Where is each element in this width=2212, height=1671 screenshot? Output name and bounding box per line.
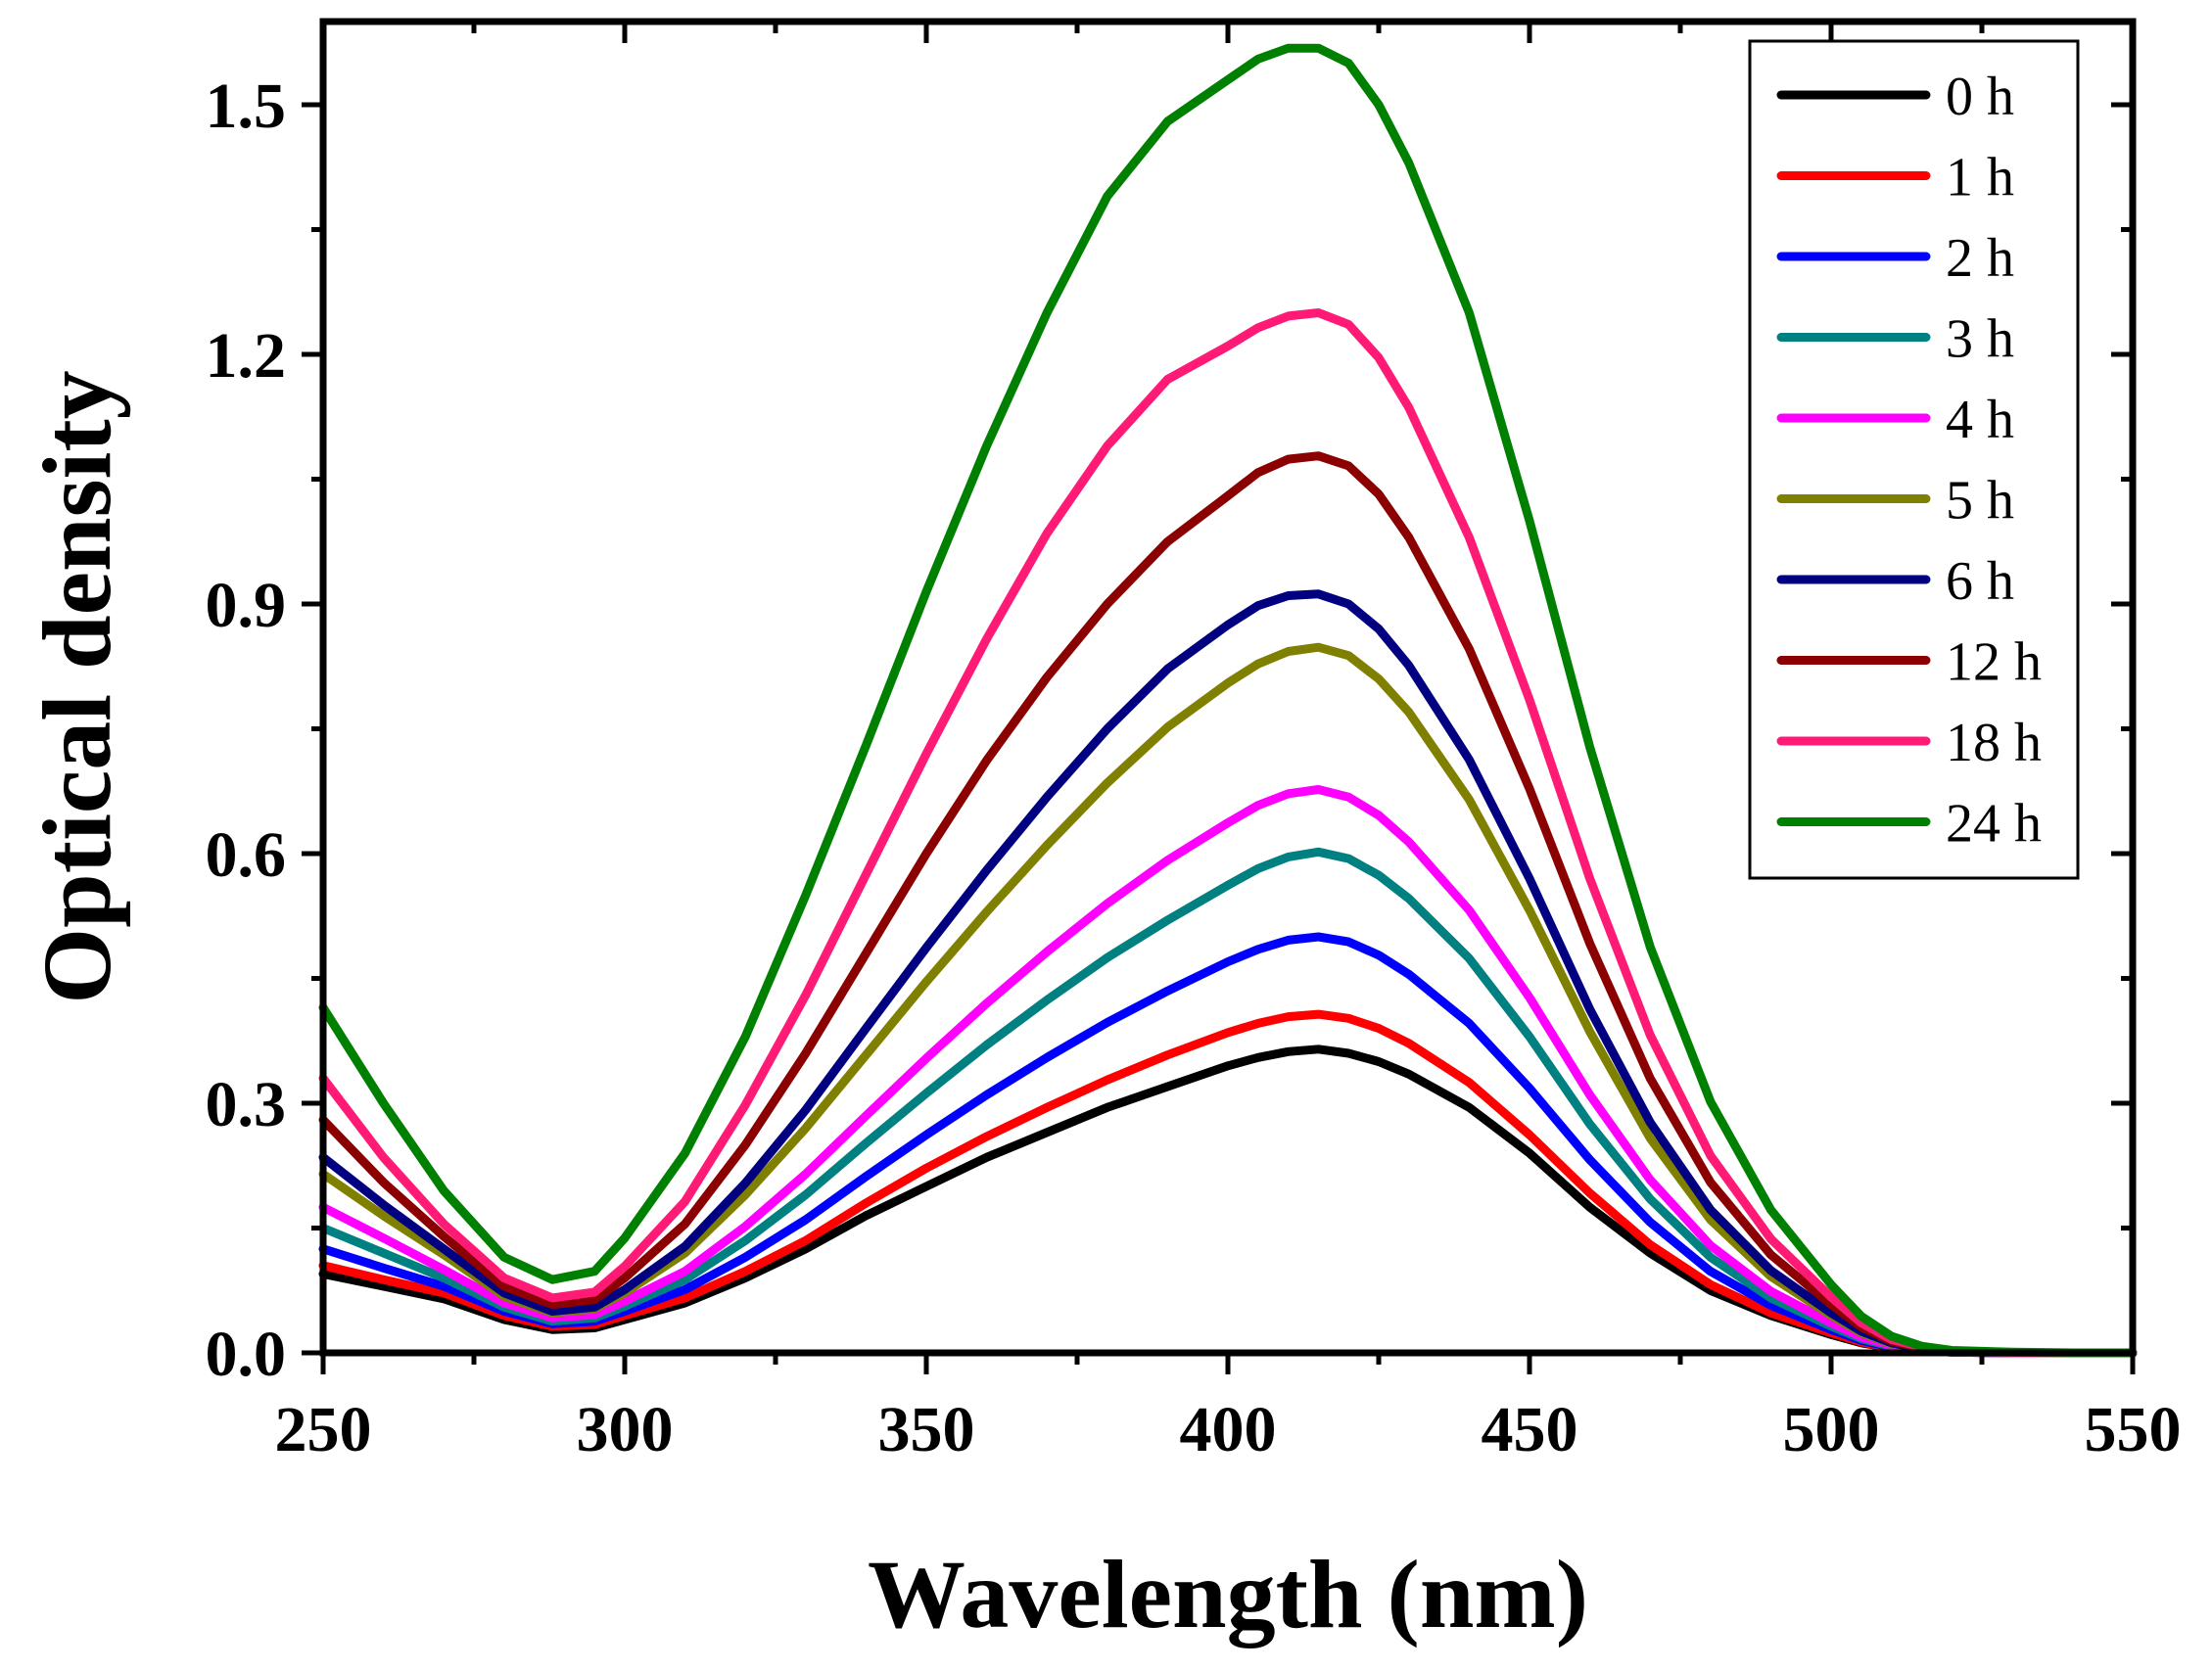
y-tick-label: 0.6 [206,819,287,891]
legend-label: 2 h [1946,228,2014,289]
series-layer [318,43,2138,1358]
legend: 0 h 1 h 2 h 3 h 4 h 5 h 6 h 12 h 18 h 24 h [1748,39,2080,880]
x-tick-label: 250 [275,1394,372,1465]
legend-label: 6 h [1946,551,2014,612]
legend-label: 4 h [1946,390,2014,450]
legend-label: 3 h [1946,309,2014,370]
y-tick-label: 1.5 [206,70,287,142]
legend-label: 18 h [1946,713,2042,773]
x-tick-label: 350 [878,1394,975,1465]
y-axis-ticks: 0.0 0.3 0.6 0.9 1.2 1.5 [206,70,2133,1390]
x-axis-ticks: 250 300 350 400 450 500 550 [275,22,2182,1465]
x-tick-label: 400 [1180,1394,1277,1465]
legend-label: 1 h [1946,148,2014,209]
legend-label: 5 h [1946,471,2014,532]
x-axis-title: Wavelength (nm) [868,1540,1588,1648]
x-tick-label: 300 [577,1394,674,1465]
x-tick-label: 550 [2085,1394,2182,1465]
y-tick-label: 0.0 [206,1319,287,1390]
y-tick-label: 1.2 [206,320,287,392]
series-line-24h [318,43,2138,1358]
series-line-18h [318,308,2138,1358]
y-axis-title: Optical density [23,370,131,1003]
x-tick-label: 450 [1482,1394,1578,1465]
x-tick-label: 500 [1783,1394,1880,1465]
legend-label: 24 h [1946,794,2042,855]
y-tick-label: 0.3 [206,1069,287,1140]
legend-label: 0 h [1946,67,2014,127]
legend-label: 12 h [1946,632,2042,693]
y-tick-label: 0.9 [206,570,287,641]
